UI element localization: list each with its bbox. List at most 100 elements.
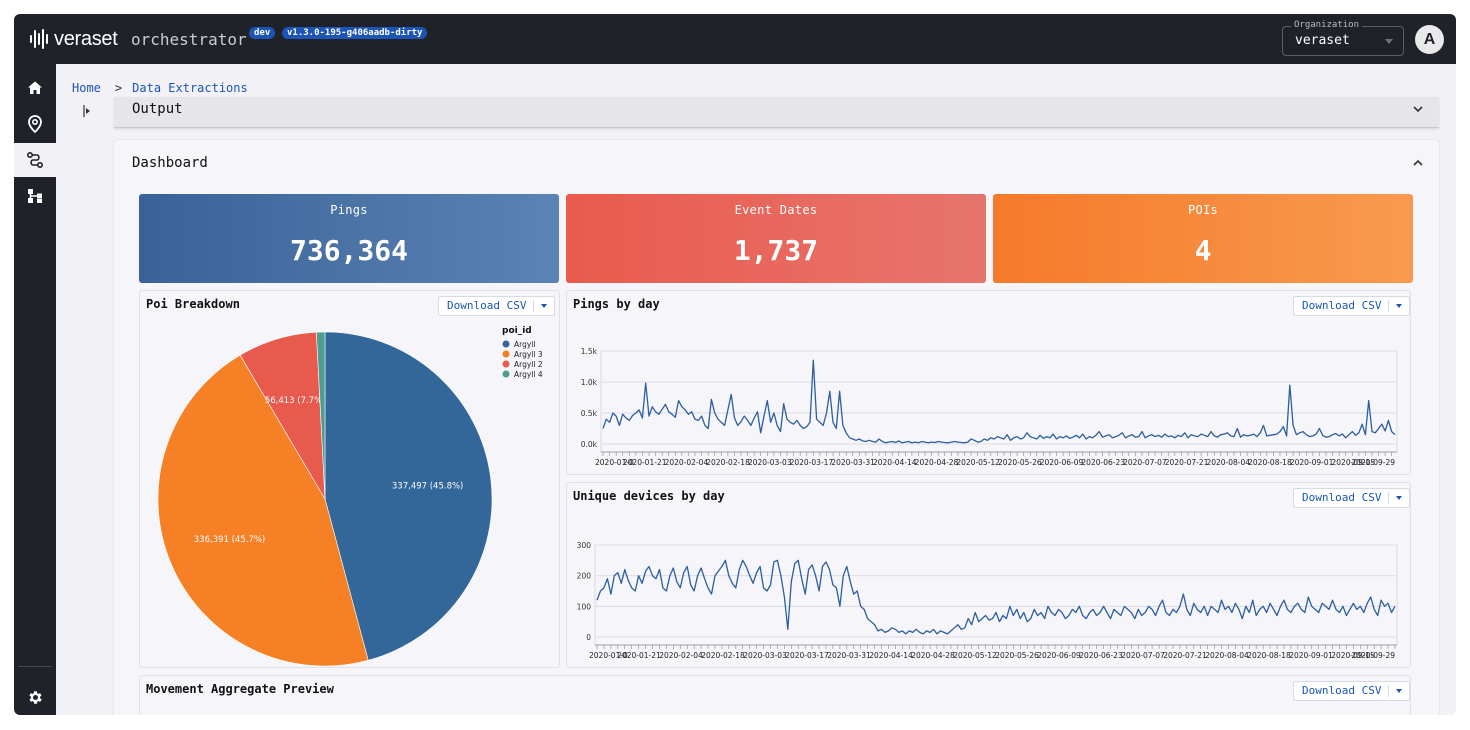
y-tick-label: 300 xyxy=(577,541,592,550)
brand-name: veraset xyxy=(54,27,118,50)
x-tick-label: 2020-02-18 xyxy=(701,651,745,660)
app-window: veraset orchestrator dev v1.3.0-195-g406… xyxy=(14,14,1456,715)
download-csv-button[interactable]: Download CSV xyxy=(438,296,555,316)
y-tick-label: 0 xyxy=(586,633,591,642)
legend-swatch xyxy=(502,370,510,378)
route-icon xyxy=(26,151,44,169)
x-tick-label: 2020-03-17 xyxy=(790,458,834,467)
x-tick-label: 2020-06-09 xyxy=(1037,651,1081,660)
x-tick-label: 2020-05-12 xyxy=(953,651,997,660)
kpi-card-pings: Pings 736,364 xyxy=(139,194,559,283)
download-csv-button[interactable]: Download CSV xyxy=(1293,296,1410,316)
x-tick-label: 2020-09-29 xyxy=(1351,458,1395,467)
version-badge: v1.3.0-195-g406aadb-dirty xyxy=(282,27,428,39)
download-csv-label: Download CSV xyxy=(447,299,527,312)
legend-title: poi_id xyxy=(502,326,532,336)
x-tick-label: 2020-04-14 xyxy=(869,651,913,660)
poi-breakdown-card: Poi Breakdown Download CSV 337,497 (45.8… xyxy=(139,290,560,668)
y-tick-label: 0.0k xyxy=(581,440,598,449)
download-csv-label: Download CSV xyxy=(1302,299,1382,312)
x-tick-label: 2020-02-04 xyxy=(665,458,709,467)
chevron-up-icon[interactable] xyxy=(1413,159,1423,166)
legend-swatch xyxy=(502,360,510,368)
sidebar-item-settings[interactable] xyxy=(14,680,56,714)
chevron-down-icon xyxy=(1413,106,1423,113)
legend-entry: Argyll xyxy=(514,340,535,349)
unique-devices-line-chart: 30020010002020-01-02020-01-212020-02-042… xyxy=(577,541,1398,660)
download-csv-label: Download CSV xyxy=(1302,684,1382,697)
pie-value-label: 56,413 (7.7%) xyxy=(265,396,326,406)
series-line xyxy=(602,359,1396,444)
x-tick-label: 2020-04-28 xyxy=(915,458,959,467)
output-title: Output xyxy=(132,101,183,117)
organization-label: Organization xyxy=(1291,20,1363,30)
x-tick-label: 2020-05-26 xyxy=(998,458,1042,467)
organization-select[interactable]: Organization veraset xyxy=(1282,20,1404,56)
x-tick-label: 2020-08-18 xyxy=(1247,651,1291,660)
expand-panel-icon[interactable] xyxy=(82,104,92,118)
pie-value-label: 336,391 (45.7%) xyxy=(194,535,266,545)
movement-title: Movement Aggregate Preview xyxy=(146,682,334,696)
breadcrumb-home[interactable]: Home xyxy=(72,81,101,95)
poi-pie-chart: 337,497 (45.8%) 336,391 (45.7%) 56,413 (7.… xyxy=(157,326,543,667)
movement-aggregate-card: Movement Aggregate Preview Download CSV xyxy=(139,675,1411,715)
download-csv-button[interactable]: Download CSV xyxy=(1293,488,1410,508)
x-tick-label: 2020-08-04 xyxy=(1206,458,1250,467)
kpi-value: 1,737 xyxy=(733,234,819,267)
kpi-card-event-dates: Event Dates 1,737 xyxy=(566,194,986,283)
x-tick-label: 2020-02-04 xyxy=(659,651,703,660)
sidebar-item-workflows[interactable] xyxy=(14,179,56,213)
download-csv-button[interactable]: Download CSV xyxy=(1293,681,1410,701)
download-csv-label: Download CSV xyxy=(1302,491,1382,504)
kpi-value: 736,364 xyxy=(289,234,408,267)
output-section-header[interactable]: Output xyxy=(114,97,1439,128)
brand-logo[interactable]: veraset xyxy=(30,28,118,50)
x-tick-label: 2020-08-04 xyxy=(1205,651,1249,660)
x-tick-label: 2020-03-03 xyxy=(748,458,792,467)
x-tick-label: 2020-06-09 xyxy=(1040,458,1084,467)
kpi-card-pois: POIs 4 xyxy=(993,194,1413,283)
y-tick-label: 1.0k xyxy=(581,378,598,387)
y-tick-label: 1.5k xyxy=(581,347,598,356)
caret-down-icon xyxy=(1396,689,1402,693)
env-badge: dev xyxy=(249,27,276,39)
series-line xyxy=(596,559,1396,635)
x-tick-label: 2020-01-21 xyxy=(623,458,667,467)
x-tick-label: 2020-05-26 xyxy=(995,651,1039,660)
pings-by-day-card: Pings by day Download CSV 1.5k 1.0k 0.5k 0.… xyxy=(566,290,1411,475)
pie-slice-argyll-4 xyxy=(316,331,326,500)
breadcrumb: Home > Data Extractions xyxy=(72,81,248,95)
caret-down-icon xyxy=(1396,496,1402,500)
x-tick-label: 2020-01-21 xyxy=(617,651,661,660)
x-tick-label: 2020-04-28 xyxy=(911,651,955,660)
kpi-value: 4 xyxy=(1194,234,1212,267)
x-tick-label: 2020-03-31 xyxy=(831,458,875,467)
x-tick-label: 2020-01-0 xyxy=(589,651,628,660)
x-tick-label: 2020-03-17 xyxy=(785,651,829,660)
x-tick-label: 2020-07-21 xyxy=(1165,458,1209,467)
logo-mark-icon xyxy=(30,29,48,49)
x-tick-label: 2020-09-29 xyxy=(1351,651,1395,660)
user-avatar[interactable]: A xyxy=(1415,25,1444,54)
x-tick-label: 2020-06-23 xyxy=(1079,651,1123,660)
x-tick-label: 2020-09-01 xyxy=(1290,458,1334,467)
breadcrumb-data-extractions[interactable]: Data Extractions xyxy=(132,81,248,95)
x-tick-label: 2020-09-15 xyxy=(1331,651,1375,660)
pie-slice-argyll xyxy=(324,331,493,661)
y-tick-label: 0.5k xyxy=(581,409,598,418)
location-pin-icon xyxy=(28,115,42,133)
caret-down-icon xyxy=(1385,39,1393,44)
sidebar xyxy=(14,64,56,715)
sidebar-item-home[interactable] xyxy=(14,71,56,105)
x-tick-label: 2020-02-18 xyxy=(706,458,750,467)
x-tick-label: 2020-09-15 xyxy=(1332,458,1376,467)
x-tick-label: 2020-03-03 xyxy=(743,651,787,660)
x-tick-label: 2020-01-0 xyxy=(595,458,634,467)
legend-swatch xyxy=(502,340,510,348)
caret-down-icon xyxy=(541,304,547,308)
sidebar-item-locations[interactable] xyxy=(14,107,56,141)
kpi-label: Event Dates xyxy=(734,203,818,217)
home-icon xyxy=(28,81,42,94)
app-name: orchestrator xyxy=(131,30,247,49)
sidebar-item-data-extractions[interactable] xyxy=(14,143,56,177)
